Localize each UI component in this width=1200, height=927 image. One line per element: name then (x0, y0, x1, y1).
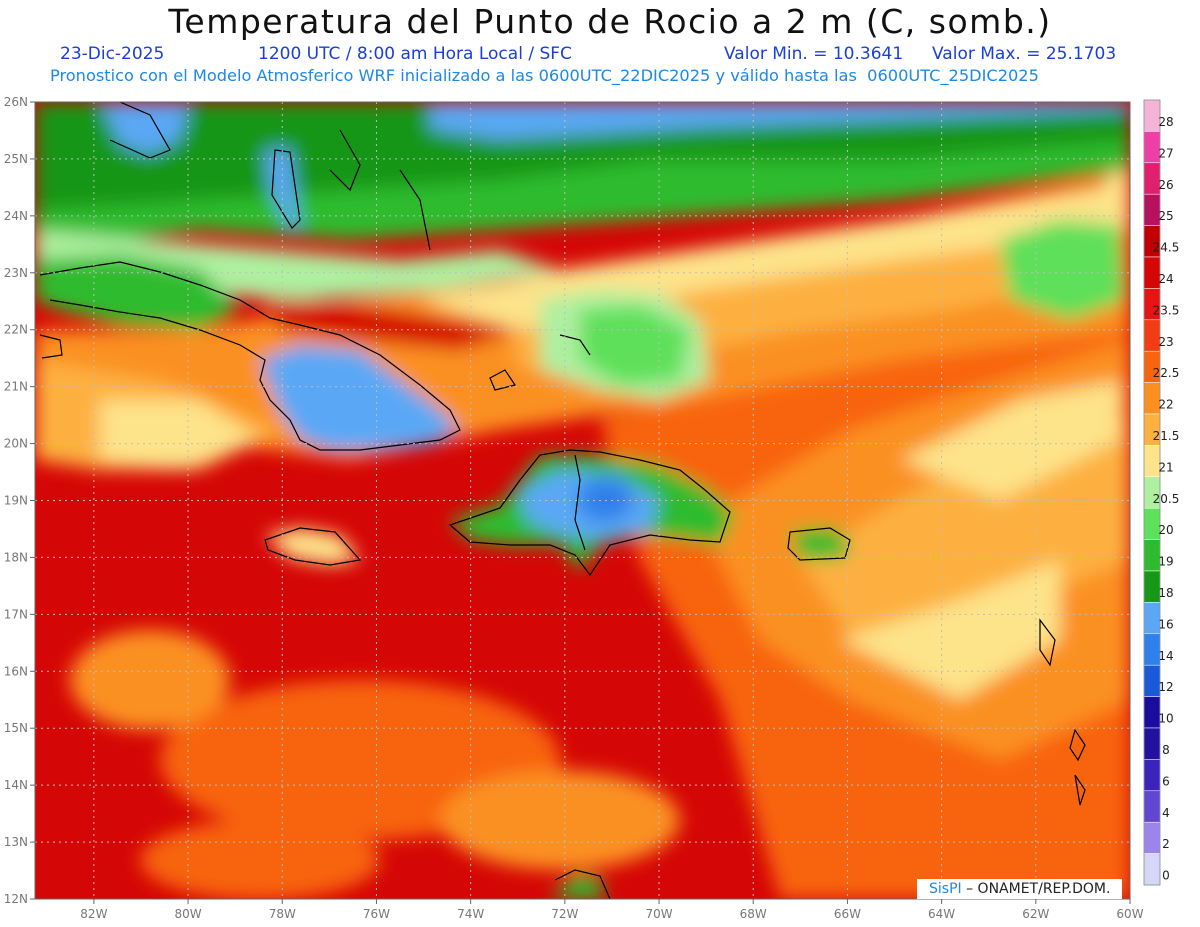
forecast-subtitle: Pronostico con el Modelo Atmosferico WRF… (50, 66, 1039, 85)
colorbar: 2827262524.52423.52322.52221.52120.52019… (1143, 99, 1180, 886)
colorbar-label: 22.5 (1153, 366, 1180, 380)
lon-tick-label: 60W (1116, 907, 1143, 921)
lat-tick-label: 21N (4, 380, 28, 394)
lat-tick-label: 15N (4, 721, 28, 735)
lon-tick-label: 80W (174, 907, 201, 921)
lon-tick-label: 72W (551, 907, 578, 921)
lon-tick-label: 68W (740, 907, 767, 921)
colorbar-label: 20 (1158, 523, 1173, 537)
colorbar-label: 2 (1162, 837, 1170, 851)
colorbar-label: 20.5 (1153, 492, 1180, 506)
colorbar-swatch (1143, 790, 1161, 823)
lon-tick-label: 74W (457, 907, 484, 921)
lat-tick-label: 24N (4, 209, 28, 223)
colorbar-label: 19 (1158, 555, 1173, 569)
colorbar-label: 24 (1158, 272, 1173, 286)
lon-tick-label: 62W (1022, 907, 1049, 921)
map-axes: 82W 80W 78W 76W 74W 72W 70W 68W 66W 64W 62W 60W 12N 1… (4, 95, 1144, 921)
lat-tick-label: 12N (4, 892, 28, 906)
colorbar-label: 16 (1158, 617, 1173, 631)
lat-tick-label: 22N (4, 323, 28, 337)
lat-tick-label: 14N (4, 778, 28, 792)
colorbar-label: 26 (1158, 178, 1173, 192)
colorbar-frame (1143, 99, 1161, 886)
sispi-logo: SisPI (929, 881, 962, 897)
colorbar-swatch (1143, 759, 1161, 792)
lat-tick-label: 16N (4, 664, 28, 678)
lon-tick-label: 70W (645, 907, 672, 921)
lon-tick-label: 64W (928, 907, 955, 921)
colorbar-swatch (1143, 853, 1161, 886)
lat-tick-label: 17N (4, 607, 28, 621)
credit-text: – ONAMET/REP.DOM. (961, 881, 1111, 897)
colorbar-label: 23.5 (1153, 303, 1180, 317)
lat-tick-label: 18N (4, 550, 28, 564)
colorbar-label: 24.5 (1153, 241, 1180, 255)
colorbar-label: 22 (1158, 398, 1173, 412)
colorbar-label: 18 (1158, 586, 1173, 600)
colorbar-label: 27 (1158, 146, 1173, 160)
colorbar-label: 21.5 (1153, 429, 1180, 443)
max-value: Valor Max. = 25.1703 (932, 44, 1117, 64)
colorbar-label: 28 (1158, 115, 1173, 129)
colorbar-label: 6 (1162, 774, 1170, 788)
colorbar-label: 10 (1158, 712, 1173, 726)
lat-tick-label: 20N (4, 437, 28, 451)
lon-tick-label: 82W (80, 907, 107, 921)
colorbar-label: 23 (1158, 335, 1173, 349)
colorbar-label: 21 (1158, 460, 1173, 474)
colorbar-label: 14 (1158, 649, 1173, 663)
lat-tick-label: 19N (4, 494, 28, 508)
colorbar-swatch (1143, 727, 1161, 760)
min-value: Valor Min. = 10.3641 (724, 44, 904, 64)
colorbar-label: 12 (1158, 680, 1173, 694)
colorbar-label: 0 (1162, 869, 1170, 883)
forecast-time: 1200 UTC / 8:00 am Hora Local / SFC (258, 44, 572, 64)
credit-box: SisPI – ONAMET/REP.DOM. (917, 879, 1122, 899)
lon-tick-label: 78W (269, 907, 296, 921)
map-title: Temperatura del Punto de Rocio a 2 m (C,… (168, 2, 1052, 41)
lat-tick-label: 13N (4, 835, 28, 849)
forecast-date: 23-Dic-2025 (60, 44, 165, 64)
lat-tick-label: 23N (4, 266, 28, 280)
dewpoint-field (35, 102, 1130, 899)
colorbar-label: 25 (1158, 209, 1173, 223)
colorbar-label: 4 (1162, 806, 1170, 820)
lon-tick-label: 66W (834, 907, 861, 921)
lat-tick-label: 25N (4, 152, 28, 166)
lon-tick-label: 76W (363, 907, 390, 921)
colorbar-label: 8 (1162, 743, 1170, 757)
lat-tick-label: 26N (4, 95, 28, 109)
colorbar-swatch (1143, 821, 1161, 854)
coastlines (39, 102, 1086, 899)
